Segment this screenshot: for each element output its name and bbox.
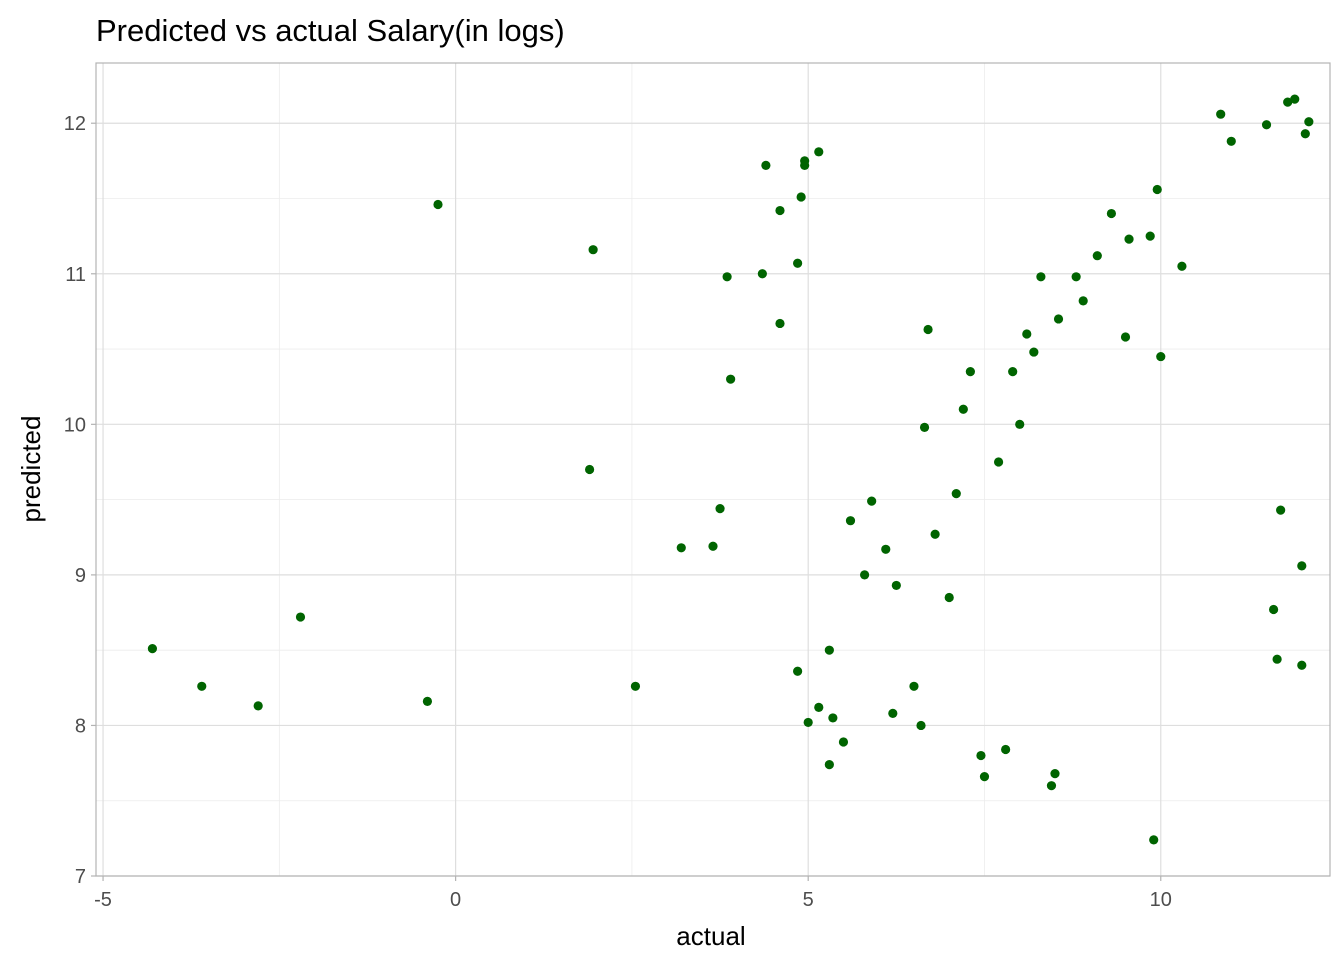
data-point xyxy=(1152,184,1162,195)
axis-ticks: -5 0 5 10 7 8 9 10 11 12 xyxy=(64,113,1172,911)
data-point xyxy=(1290,94,1300,104)
data-point xyxy=(422,696,433,706)
data-point xyxy=(860,570,870,580)
data-point xyxy=(761,160,771,170)
panel-border xyxy=(95,62,1331,877)
data-point xyxy=(965,367,975,377)
data-point xyxy=(588,245,598,255)
data-point xyxy=(916,720,926,731)
data-point xyxy=(1276,505,1286,515)
data-point xyxy=(891,580,901,591)
data-point xyxy=(1092,251,1102,261)
data-point xyxy=(295,612,306,622)
data-point xyxy=(1283,97,1293,107)
data-point xyxy=(1226,136,1236,146)
data-point xyxy=(1036,272,1046,282)
data-point xyxy=(845,516,856,526)
data-point xyxy=(1261,120,1272,130)
data-point xyxy=(1272,654,1282,664)
data-point xyxy=(1156,351,1166,362)
data-point xyxy=(803,717,813,728)
y-tick-label: 7 xyxy=(75,866,86,888)
grid-lines xyxy=(96,63,1330,877)
data-point xyxy=(793,666,803,676)
data-point xyxy=(197,681,207,691)
data-point xyxy=(814,147,824,157)
data-point xyxy=(1268,604,1279,615)
data-point xyxy=(1008,367,1018,377)
data-point xyxy=(1297,561,1307,571)
x-tick-label: 0 xyxy=(450,889,461,911)
data-point xyxy=(1124,234,1134,244)
data-point xyxy=(1022,329,1032,339)
x-tick-label: -5 xyxy=(94,889,112,911)
data-point xyxy=(838,737,849,747)
data-point xyxy=(867,496,877,506)
data-point xyxy=(1106,208,1117,219)
data-point xyxy=(630,681,641,691)
data-point xyxy=(923,324,933,335)
data-point xyxy=(1177,261,1187,271)
chart-title: Predicted vs actual Salary(in logs) xyxy=(96,13,565,48)
data-point xyxy=(824,645,834,655)
data-point xyxy=(775,205,785,216)
data-point xyxy=(1216,109,1226,119)
data-point xyxy=(1145,231,1155,241)
data-point xyxy=(775,318,785,329)
data-point xyxy=(1297,660,1307,670)
data-point xyxy=(1071,272,1081,282)
data-point xyxy=(722,272,732,282)
data-point xyxy=(1053,314,1064,324)
data-points xyxy=(147,94,1314,845)
data-point xyxy=(793,258,803,268)
x-axis-title: actual xyxy=(676,921,745,951)
data-point xyxy=(881,544,891,554)
data-point xyxy=(1149,835,1159,845)
data-point xyxy=(919,422,930,432)
y-tick-label: 11 xyxy=(65,264,86,286)
data-point xyxy=(800,160,810,170)
data-point xyxy=(1029,347,1039,357)
data-point xyxy=(1120,332,1131,342)
data-point xyxy=(726,374,736,384)
data-point xyxy=(676,543,686,553)
data-point xyxy=(824,759,834,770)
y-tick-label: 12 xyxy=(64,113,86,135)
y-axis-title: predicted xyxy=(16,416,46,523)
data-point xyxy=(433,199,443,210)
data-point xyxy=(1046,781,1057,791)
data-point xyxy=(993,457,1004,467)
data-point xyxy=(944,592,954,603)
x-tick-label: 10 xyxy=(1150,889,1172,911)
data-point xyxy=(930,529,940,539)
data-point xyxy=(253,701,263,711)
data-point xyxy=(796,192,806,202)
data-point xyxy=(976,750,986,761)
data-point xyxy=(1001,744,1011,755)
data-point xyxy=(958,404,968,414)
data-point xyxy=(757,269,767,279)
y-tick-label: 10 xyxy=(64,414,86,436)
data-point xyxy=(909,681,919,691)
data-point xyxy=(1015,419,1025,429)
data-point xyxy=(147,644,158,654)
data-point xyxy=(1304,117,1314,127)
data-point xyxy=(828,713,838,723)
data-point xyxy=(1050,769,1060,779)
y-tick-label: 9 xyxy=(75,565,86,587)
data-point xyxy=(1078,296,1088,306)
data-point xyxy=(708,541,718,551)
data-point xyxy=(888,708,898,719)
data-point xyxy=(715,504,725,514)
data-point xyxy=(951,488,961,499)
data-point xyxy=(585,464,595,475)
data-point xyxy=(814,702,824,712)
x-tick-label: 5 xyxy=(803,889,814,911)
y-tick-label: 8 xyxy=(75,715,86,737)
data-point xyxy=(979,772,990,782)
data-point xyxy=(1300,129,1310,139)
